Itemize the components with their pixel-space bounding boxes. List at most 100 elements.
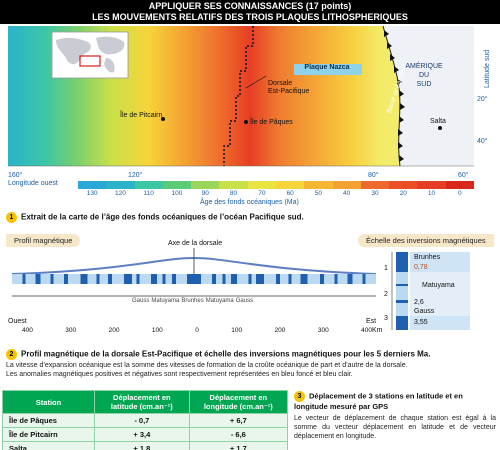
table-cell: + 3,4 — [95, 428, 190, 442]
colorbar-tick: 100 — [163, 190, 191, 197]
anomaly-stripe — [23, 274, 26, 284]
table-cell: Salta — [3, 442, 95, 450]
matuyama-band — [396, 272, 408, 316]
scale-brunhes: Brunhes — [414, 254, 440, 261]
lon-tick-2: 120° — [128, 172, 142, 179]
table-cell: Île de Pâques — [3, 414, 95, 428]
section3-title-text: Déplacement de 3 stations en latitude et… — [294, 391, 463, 411]
table-cell: - 0,7 — [95, 414, 190, 428]
anomaly-stripe — [124, 274, 132, 284]
colorbar-tick: 130 — [78, 190, 106, 197]
epoch-label: Brunhes — [181, 298, 203, 304]
section1-title: 1 Extrait de la carte de l’âge des fonds … — [6, 212, 304, 223]
colorbar-tick: 10 — [417, 190, 445, 197]
section2-title: 2 Profil magnétique de la dorsale Est-Pac… — [6, 349, 496, 360]
anomaly-stripe — [223, 274, 226, 284]
lon-tick-1: 160° — [8, 172, 22, 179]
epoch-label: Matuyama — [151, 298, 179, 304]
anomaly-stripe — [212, 274, 216, 284]
scale-axis-tick: 1 — [384, 265, 388, 272]
section1-title-text: Extrait de la carte de l’âge des fonds o… — [21, 213, 304, 222]
anomaly-stripe — [335, 274, 338, 284]
table-cell: + 1,7 — [189, 442, 287, 450]
table-cell: + 6,7 — [189, 414, 287, 428]
colorbar-tick: 80 — [219, 190, 247, 197]
gauss-band — [396, 316, 408, 330]
paques-marker — [244, 120, 248, 124]
epoch-label: Gauss — [236, 298, 253, 304]
distance-tick: 400 — [361, 327, 372, 334]
table-header: Station — [3, 391, 95, 414]
distance-tick: 200 — [109, 327, 120, 334]
page-subtitle: LES MOUVEMENTS RELATIFS DES TROIS PLAQUE… — [0, 12, 500, 23]
anomaly-stripe — [64, 274, 68, 284]
distance-tick: 300 — [65, 327, 76, 334]
section2-number: 2 — [6, 349, 17, 360]
amerique-label: AMÉRIQUE DU SUD — [404, 62, 444, 89]
section1-number: 1 — [6, 212, 17, 223]
est-label: Est — [366, 318, 376, 325]
ouest-label: Ouest — [8, 318, 27, 325]
anomaly-stripe — [348, 274, 353, 284]
lon-tick-4: 60° — [458, 172, 469, 179]
distance-tick: 0 — [195, 327, 199, 334]
anomaly-stripe — [137, 274, 140, 284]
longitude-label: Longitude ouest — [8, 180, 58, 187]
table-cell: Île de Pitcairn — [3, 428, 95, 442]
anomaly-stripe — [163, 274, 166, 284]
anomaly-stripe — [363, 274, 366, 284]
pitcairn-label: Île de Pitcairn — [120, 112, 162, 119]
paques-label: Île de Pâques — [250, 119, 293, 126]
brunhes-band — [396, 252, 408, 272]
age-colorbar — [78, 181, 474, 189]
profile-tag: Profil magnétique — [6, 234, 80, 247]
section2-title-text: Profil magnétique de la dorsale Est-Paci… — [21, 350, 430, 359]
anomaly-stripe — [151, 274, 157, 284]
dorsale-label: Dorsale Est-Pacifique — [268, 80, 309, 96]
table-row: Île de Pitcairn + 3,4 - 6,6 — [3, 428, 288, 442]
anomaly-stripe — [320, 274, 324, 284]
colorbar-tick: 90 — [191, 190, 219, 197]
anomaly-stripe — [81, 274, 88, 284]
table-row: Île de Pâques - 0,7 + 6,7 — [3, 414, 288, 428]
anomaly-stripe — [172, 274, 176, 284]
colorbar-ticks: 130 120 110 100 90 80 70 60 50 40 30 20 … — [78, 190, 474, 197]
distance-tick: 400 — [22, 327, 33, 334]
table-cell: + 1,8 — [95, 442, 190, 450]
epoch-label: Gauss — [132, 298, 149, 304]
salta-label: Salta — [430, 118, 446, 125]
distance-ticks: 400 300 200 100 0 100 200 300 400 — [22, 327, 372, 334]
nazca-label: Plaque Nazca — [298, 64, 356, 71]
lon-tick-3: 80° — [368, 172, 379, 179]
scale-matuyama: Matuyama — [422, 282, 455, 289]
anomaly-stripe — [51, 274, 54, 284]
anomaly-stripe — [301, 274, 308, 284]
gps-table: Station Déplacement en latitude (cm.an⁻¹… — [2, 390, 288, 450]
page-header: APPLIQUER SES CONNAISSANCES (17 points) … — [0, 0, 500, 24]
epoch-labels: Gauss Matuyama Brunhes Matuyama Gauss — [132, 298, 253, 304]
colorbar-caption: Âge des fonds océaniques (Ma) — [200, 199, 299, 206]
anomaly-stripe — [289, 274, 292, 284]
magnetic-profile — [10, 248, 378, 316]
anomaly-stripe — [97, 274, 100, 284]
latitude-label: Latitude sud — [484, 50, 491, 88]
distance-tick: 100 — [231, 327, 242, 334]
anomaly-stripe — [108, 274, 112, 284]
anomaly-stripe — [249, 274, 252, 284]
scale-axis-tick: 3 — [384, 315, 388, 322]
colorbar-tick: 110 — [135, 190, 163, 197]
scale-age-26: 2,6 — [414, 299, 424, 306]
anomaly-stripe — [256, 274, 264, 284]
scale-axis-tick: 2 — [384, 291, 388, 298]
colorbar-tick: 0 — [446, 190, 474, 197]
lat-40-label: 40° — [477, 138, 488, 145]
anomaly-stripe — [187, 274, 201, 284]
distance-tick: 100 — [152, 327, 163, 334]
scale-tag: Échelle des inversions magnétiques — [358, 234, 494, 247]
scale-gauss: Gauss — [414, 308, 434, 315]
epoch-label: Matuyama — [206, 298, 234, 304]
section3-text: Le vecteur de déplacement de chaque stat… — [294, 414, 496, 441]
colorbar-tick: 20 — [389, 190, 417, 197]
table-row: Salta + 1,8 + 1,7 — [3, 442, 288, 450]
distance-tick: 200 — [275, 327, 286, 334]
